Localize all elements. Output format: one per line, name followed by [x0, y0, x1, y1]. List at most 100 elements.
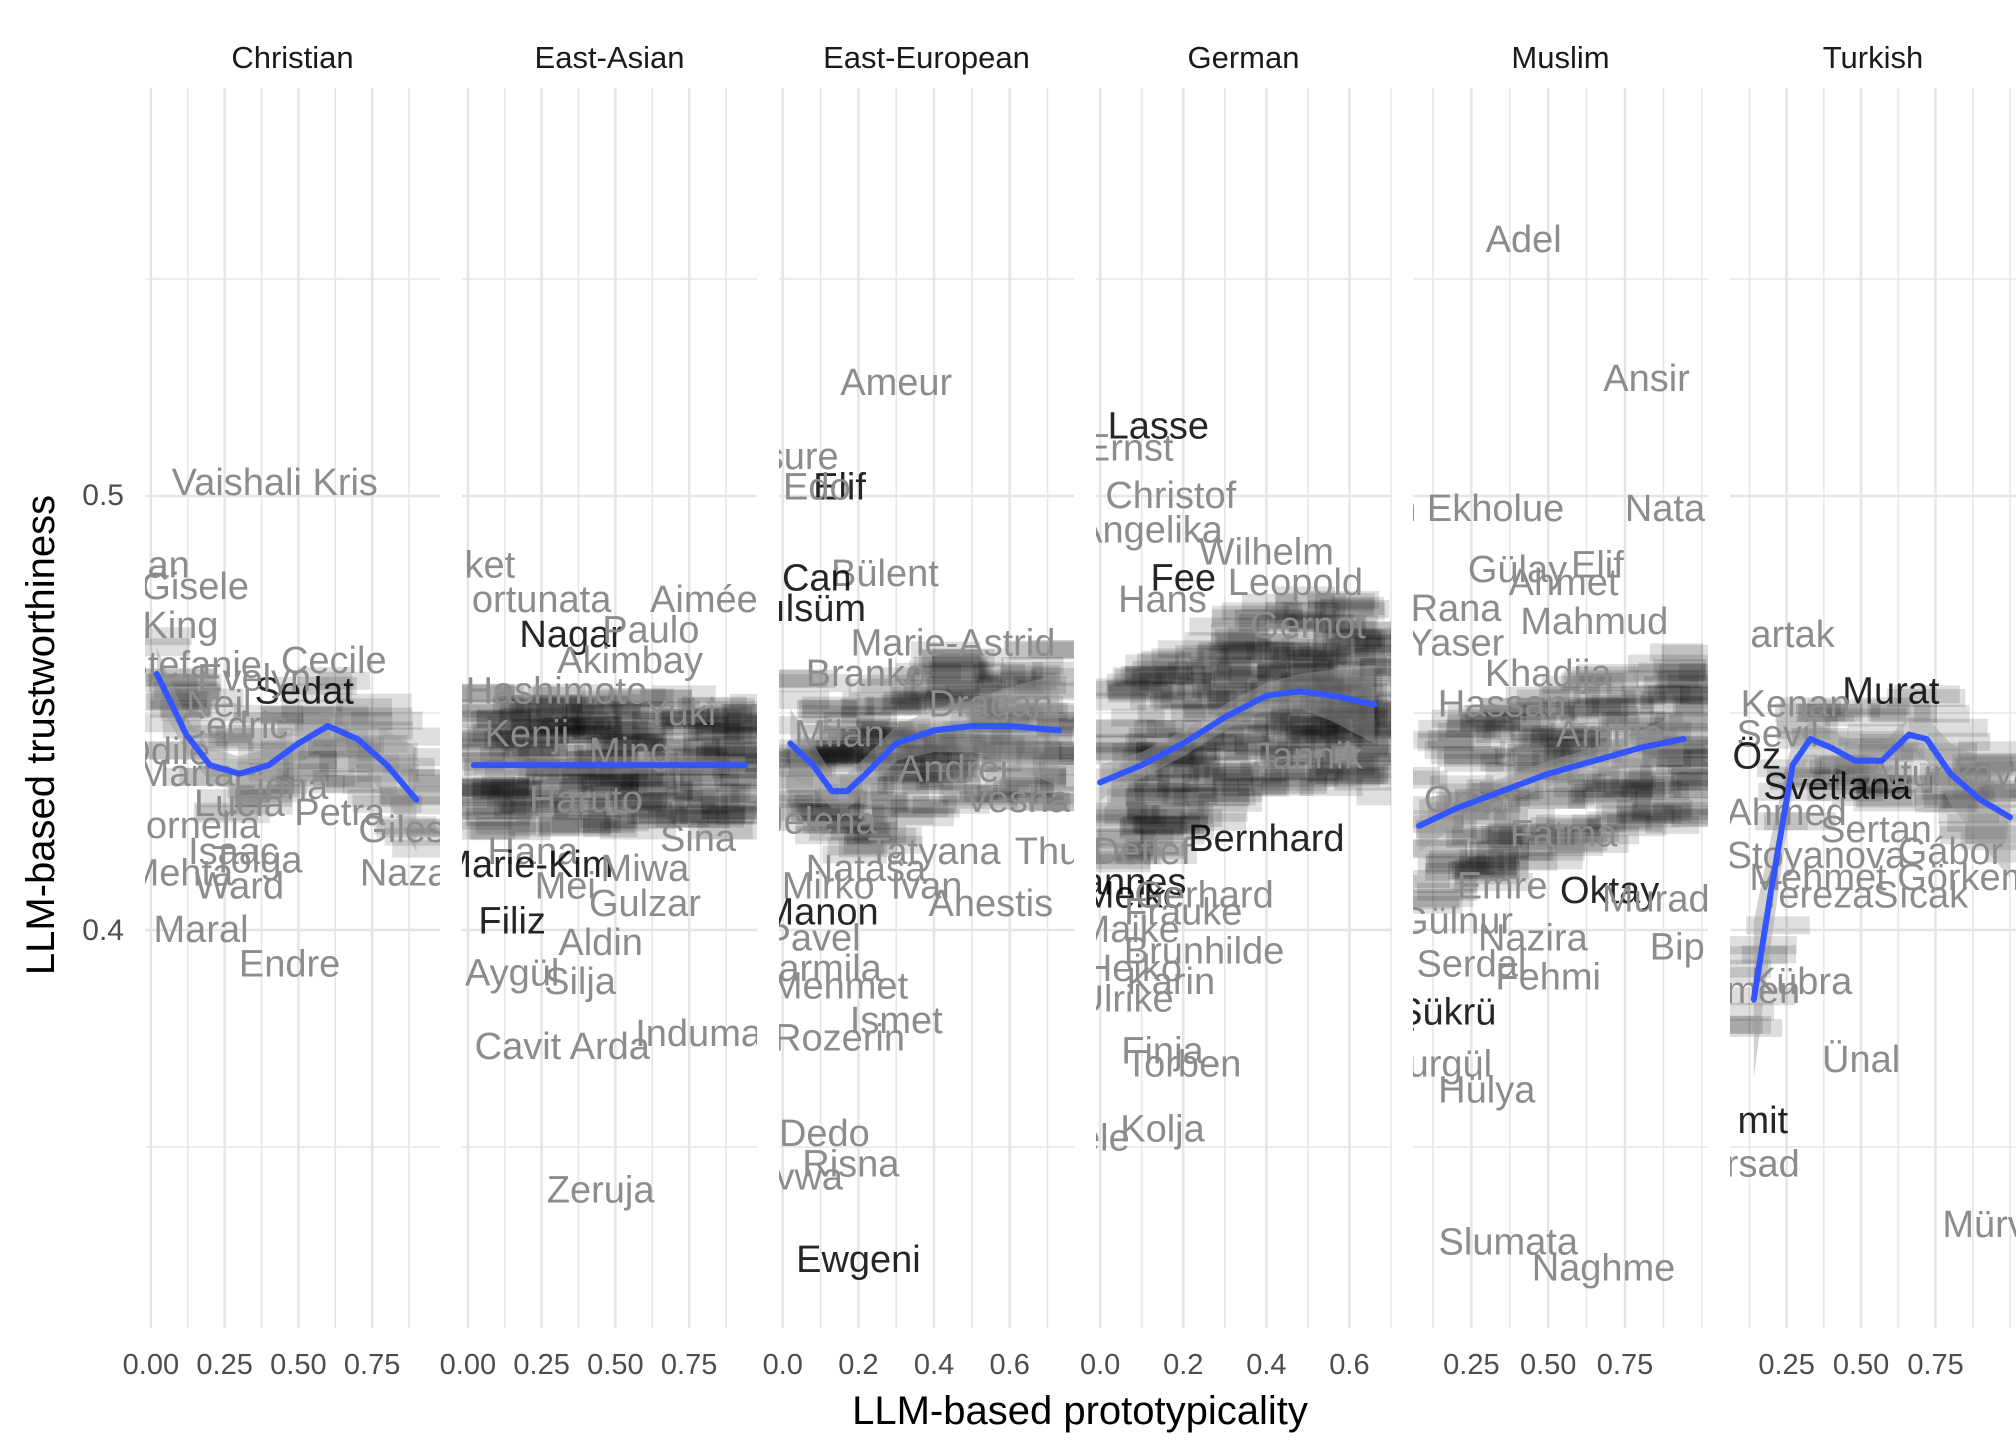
- label-cloud-glyph: [889, 765, 968, 784]
- label-cloud-glyph: [1953, 758, 2016, 777]
- name-label: Nata: [1625, 488, 1706, 530]
- label-cloud-glyph: [1616, 805, 1682, 824]
- label-cloud-glyph: [713, 767, 757, 786]
- label-cloud-glyph: [1959, 752, 2016, 771]
- label-cloud-glyph: [462, 788, 534, 807]
- label-cloud-glyph: [906, 743, 970, 762]
- label-cloud-glyph: [913, 656, 988, 675]
- label-cloud-glyph: [990, 767, 1066, 786]
- label-cloud-glyph: [1222, 640, 1283, 659]
- label-cloud-glyph: [644, 739, 720, 758]
- label-cloud-glyph: [666, 763, 724, 782]
- label-cloud-glyph: [1458, 856, 1517, 875]
- label-cloud-glyph: [492, 696, 564, 715]
- label-cloud-glyph: [1273, 646, 1348, 665]
- label-cloud-glyph: [1741, 945, 1797, 964]
- label-cloud-glyph: [1919, 763, 1990, 782]
- label-cloud-glyph: [1319, 721, 1391, 740]
- label-cloud-glyph: [297, 667, 353, 686]
- name-label: ortunata: [472, 579, 612, 621]
- label-cloud-glyph: [1413, 889, 1474, 908]
- label-cloud-glyph: [1510, 734, 1569, 753]
- name-label: Adel: [1486, 219, 1562, 261]
- label-cloud-glyph: [237, 761, 294, 780]
- label-cloud-glyph: [1852, 774, 1933, 793]
- label-cloud-glyph: [1348, 700, 1391, 719]
- label-cloud-glyph: [1642, 744, 1706, 763]
- label-cloud-glyph: [493, 800, 569, 819]
- label-cloud-glyph: [1928, 732, 1991, 751]
- label-cloud-glyph: [1208, 642, 1280, 661]
- label-cloud-glyph: [1128, 806, 1186, 825]
- label-cloud-glyph: [1096, 805, 1161, 824]
- label-cloud-glyph: [1531, 725, 1601, 744]
- label-cloud-glyph: [572, 722, 651, 741]
- label-cloud-glyph: [1730, 1016, 1772, 1035]
- label-cloud-glyph: [283, 750, 337, 769]
- label-cloud-glyph: [1967, 804, 2016, 823]
- label-cloud-glyph: [977, 675, 1043, 694]
- label-cloud-glyph: [1592, 765, 1653, 784]
- label-cloud-glyph: [1261, 732, 1331, 751]
- label-cloud-glyph: [1461, 806, 1520, 825]
- label-cloud-glyph: [998, 740, 1060, 759]
- label-cloud-glyph: [1313, 629, 1386, 648]
- label-cloud-glyph: [1664, 805, 1708, 824]
- label-cloud-glyph: [1334, 720, 1391, 739]
- label-cloud-glyph: [883, 691, 948, 710]
- label-cloud-glyph: [1513, 745, 1574, 764]
- label-cloud-glyph: [1312, 647, 1377, 666]
- label-cloud-glyph: [970, 707, 1044, 726]
- label-cloud-glyph: [1498, 826, 1575, 845]
- label-cloud-glyph: [786, 798, 850, 817]
- name-label: Murat: [1842, 670, 1940, 712]
- label-cloud-glyph: [586, 734, 660, 753]
- name-label: Hannes: [1055, 861, 1186, 903]
- label-cloud-glyph: [1807, 783, 1883, 802]
- label-cloud-glyph: [916, 772, 981, 791]
- label-cloud-glyph: [515, 694, 583, 713]
- label-cloud-glyph: [911, 641, 981, 660]
- label-cloud-glyph: [1312, 674, 1377, 693]
- name-label: Nazira: [1478, 918, 1589, 960]
- label-cloud-glyph: [1216, 635, 1272, 654]
- name-label: Karin: [1126, 961, 1215, 1003]
- label-cloud-glyph: [568, 795, 622, 814]
- label-cloud-glyph: [392, 839, 440, 858]
- label-cloud-glyph: [580, 690, 638, 709]
- label-cloud-glyph: [694, 721, 757, 740]
- name-label: Frauke: [1124, 892, 1242, 934]
- label-cloud-glyph: [942, 737, 1024, 756]
- label-cloud-glyph: [910, 683, 979, 702]
- name-label: Edo: [783, 466, 851, 508]
- label-cloud-glyph: [1112, 667, 1194, 686]
- label-cloud-glyph: [1264, 642, 1327, 661]
- label-cloud-glyph: [1197, 793, 1262, 812]
- label-cloud-glyph: [795, 815, 862, 834]
- label-cloud-glyph: [1115, 668, 1168, 687]
- label-cloud-glyph: [1680, 808, 1708, 827]
- label-cloud-glyph: [1324, 615, 1379, 634]
- label-cloud-glyph: [1234, 736, 1309, 755]
- label-cloud-glyph: [1119, 817, 1184, 836]
- label-cloud-glyph: [840, 698, 922, 717]
- label-cloud-glyph: [855, 718, 931, 737]
- label-cloud-glyph: [1965, 825, 2016, 844]
- label-cloud-glyph: [490, 721, 549, 740]
- panel-content: artakMuratKenanSevilÖzSvetlanaAltunkayaA…: [1730, 614, 2016, 1246]
- label-cloud-glyph: [171, 688, 244, 707]
- label-cloud-glyph: [1137, 704, 1206, 723]
- label-cloud-glyph: [1096, 678, 1150, 697]
- label-cloud-glyph: [711, 726, 757, 745]
- label-cloud-glyph: [725, 745, 757, 764]
- label-cloud-glyph: [1488, 823, 1547, 842]
- label-cloud-glyph: [1335, 680, 1391, 699]
- label-cloud-glyph: [819, 754, 877, 773]
- label-cloud-glyph: [1730, 1018, 1783, 1037]
- label-cloud-glyph: [919, 759, 977, 778]
- grid-lines: [779, 88, 1074, 1328]
- label-cloud-glyph: [1447, 861, 1529, 880]
- label-cloud-glyph: [1645, 815, 1700, 834]
- label-cloud-glyph: [1047, 792, 1074, 811]
